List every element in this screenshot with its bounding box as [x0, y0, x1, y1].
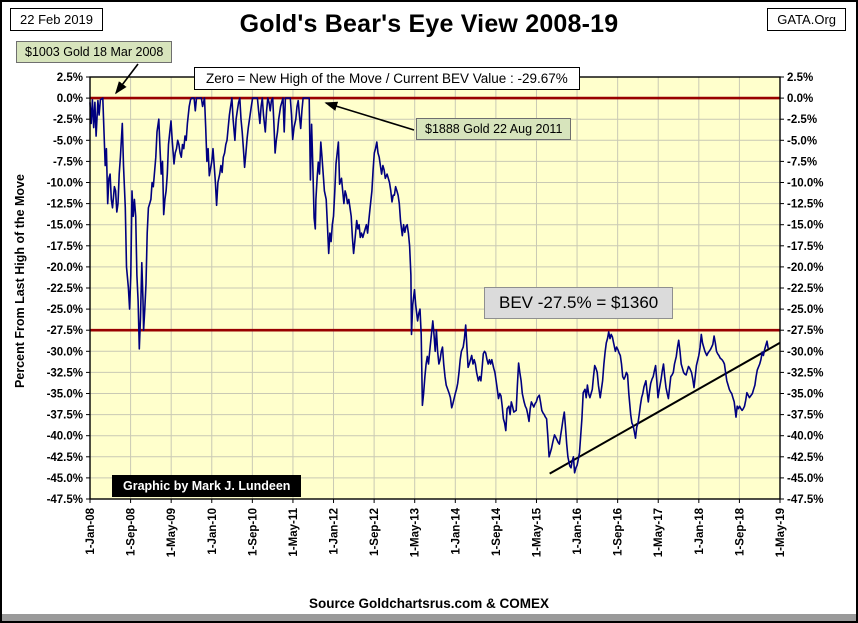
svg-text:1-Jan-08: 1-Jan-08: [85, 507, 97, 554]
svg-text:-5.0%: -5.0%: [53, 135, 83, 147]
svg-text:-20.0%: -20.0%: [787, 262, 823, 274]
svg-text:1-Sep-18: 1-Sep-18: [734, 507, 746, 556]
svg-text:-27.5%: -27.5%: [47, 325, 83, 337]
svg-text:-47.5%: -47.5%: [47, 494, 83, 506]
svg-text:-27.5%: -27.5%: [787, 325, 823, 337]
svg-text:-32.5%: -32.5%: [47, 367, 83, 379]
gata-org-box: GATA.Org: [767, 8, 846, 31]
svg-text:-42.5%: -42.5%: [787, 452, 823, 464]
svg-text:-37.5%: -37.5%: [787, 410, 823, 422]
svg-text:-7.5%: -7.5%: [53, 156, 83, 168]
arrow-to-2008-high: [115, 63, 139, 95]
svg-text:2.5%: 2.5%: [787, 72, 813, 84]
annotation-bev-level: BEV -27.5% = $1360: [484, 287, 674, 319]
svg-text:1-May-13: 1-May-13: [410, 508, 422, 557]
svg-text:-32.5%: -32.5%: [787, 367, 823, 379]
svg-text:2.5%: 2.5%: [57, 72, 83, 84]
svg-text:-2.5%: -2.5%: [787, 114, 817, 126]
svg-text:-12.5%: -12.5%: [47, 199, 83, 211]
svg-text:-40.0%: -40.0%: [47, 431, 83, 443]
svg-text:-15.0%: -15.0%: [787, 220, 823, 232]
svg-text:1-May-17: 1-May-17: [653, 508, 665, 557]
annotation-zero-definition: Zero = New High of the Move / Current BE…: [194, 67, 580, 90]
svg-text:-30.0%: -30.0%: [787, 346, 823, 358]
svg-text:0.0%: 0.0%: [57, 93, 83, 105]
source-line: Source Goldchartsrus.com & COMEX: [308, 596, 550, 611]
svg-text:-17.5%: -17.5%: [47, 241, 83, 253]
credit-box: Graphic by Mark J. Lundeen: [112, 475, 302, 497]
svg-text:1-Jan-18: 1-Jan-18: [694, 507, 706, 554]
svg-text:-22.5%: -22.5%: [787, 283, 823, 295]
svg-text:-17.5%: -17.5%: [787, 241, 823, 253]
svg-text:-35.0%: -35.0%: [47, 389, 83, 401]
svg-text:1-Jan-16: 1-Jan-16: [572, 508, 584, 555]
svg-text:-25.0%: -25.0%: [787, 304, 823, 316]
svg-text:-2.5%: -2.5%: [53, 114, 83, 126]
svg-text:-42.5%: -42.5%: [47, 452, 83, 464]
trend-line: [549, 341, 781, 475]
svg-text:1-May-15: 1-May-15: [531, 507, 543, 557]
svg-text:1-May-09: 1-May-09: [166, 508, 178, 557]
svg-text:-7.5%: -7.5%: [787, 156, 817, 168]
svg-text:-22.5%: -22.5%: [47, 283, 83, 295]
svg-text:-40.0%: -40.0%: [787, 431, 823, 443]
svg-text:-15.0%: -15.0%: [47, 220, 83, 232]
window-bottom-strip: [2, 614, 856, 621]
svg-text:1-May-19: 1-May-19: [775, 508, 787, 557]
svg-text:-5.0%: -5.0%: [787, 135, 817, 147]
svg-text:-10.0%: -10.0%: [47, 178, 83, 190]
svg-text:-25.0%: -25.0%: [47, 304, 83, 316]
arrow-to-2011-high: [324, 101, 415, 131]
svg-text:-45.0%: -45.0%: [47, 473, 83, 485]
svg-text:-12.5%: -12.5%: [787, 199, 823, 211]
svg-text:-30.0%: -30.0%: [47, 346, 83, 358]
svg-text:1-Jan-12: 1-Jan-12: [329, 508, 341, 555]
svg-text:1-Sep-08: 1-Sep-08: [126, 507, 138, 556]
svg-text:1-Sep-12: 1-Sep-12: [369, 508, 381, 556]
svg-text:1-Sep-16: 1-Sep-16: [613, 508, 625, 556]
annotation-gold-2011-high: $1888 Gold 22 Aug 2011: [416, 118, 572, 140]
svg-text:1-Jan-10: 1-Jan-10: [207, 508, 219, 555]
svg-text:-20.0%: -20.0%: [47, 262, 83, 274]
annotation-gold-2008-high: $1003 Gold 18 Mar 2008: [16, 41, 173, 63]
date-box: 22 Feb 2019: [10, 8, 104, 31]
chart-title: Gold's Bear's Eye View 2008-19: [239, 10, 619, 38]
svg-text:-10.0%: -10.0%: [787, 178, 823, 190]
svg-text:1-Jan-14: 1-Jan-14: [450, 507, 462, 554]
svg-text:-37.5%: -37.5%: [47, 410, 83, 422]
svg-text:1-Sep-10: 1-Sep-10: [247, 508, 259, 556]
svg-text:-45.0%: -45.0%: [787, 473, 823, 485]
y-axis-title: Percent From Last High of the Move: [13, 174, 27, 388]
svg-text:-35.0%: -35.0%: [787, 389, 823, 401]
svg-text:1-May-11: 1-May-11: [288, 507, 300, 556]
svg-text:-47.5%: -47.5%: [787, 494, 823, 506]
svg-text:1-Sep-14: 1-Sep-14: [491, 507, 503, 556]
svg-text:0.0%: 0.0%: [787, 93, 813, 105]
bev-series-line: [89, 97, 769, 474]
